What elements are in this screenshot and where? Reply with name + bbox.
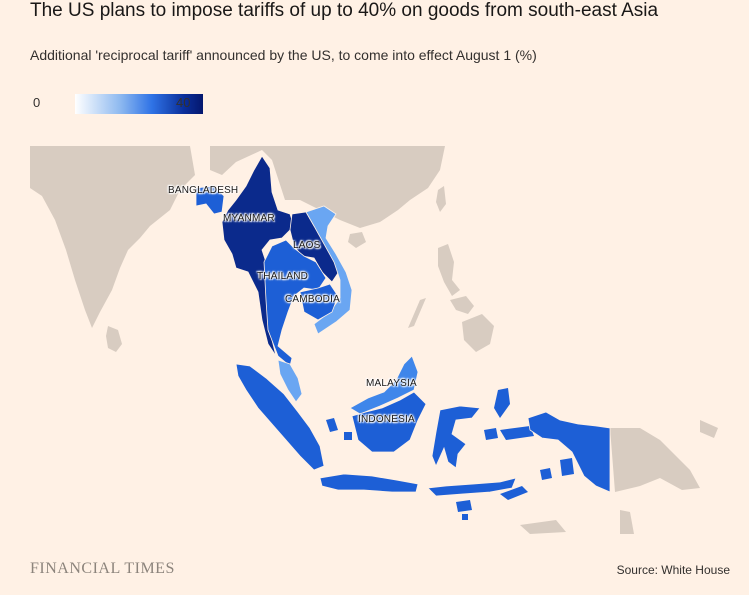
country-indonesia-sumba: [456, 500, 472, 512]
color-legend: 0 40: [30, 94, 203, 114]
chart-title: The US plans to impose tariffs of up to …: [30, 0, 659, 21]
country-indonesia-sunda: [427, 477, 517, 497]
country-indonesia-timor: [500, 486, 528, 500]
legend-max-label: 40: [176, 95, 191, 110]
land-cape-york: [620, 510, 634, 534]
source-note: Source: White House: [616, 563, 730, 577]
country-indonesia-sumatra: [235, 363, 325, 471]
country-indonesia-buru: [484, 428, 498, 440]
country-indonesia-seram: [500, 426, 534, 440]
legend-gradient-bar: [75, 94, 203, 114]
label-malaysia: MALAYSIA: [366, 378, 417, 389]
country-thailand: [263, 239, 327, 367]
label-laos: LAOS: [293, 240, 321, 251]
land-mindanao: [462, 314, 494, 352]
country-malaysia-borneo: [349, 355, 419, 415]
land-taiwan: [436, 186, 446, 212]
land-india: [30, 146, 195, 328]
land-luzon: [438, 244, 460, 296]
land-australia: [520, 520, 566, 534]
ft-logo: FINANCIAL TIMES: [30, 560, 175, 577]
land-visayas: [450, 296, 474, 314]
country-malaysia-peninsula: [277, 359, 303, 403]
country-indonesia-java: [319, 473, 419, 493]
chart-subtitle: Additional 'reciprocal tariff' announced…: [30, 47, 537, 63]
land-srilanka: [106, 326, 122, 352]
other-land: [30, 146, 718, 534]
country-indonesia-kalimantan: [351, 391, 427, 453]
legend-min-label: 0: [33, 95, 41, 110]
land-hainan: [348, 232, 366, 248]
land-png: [610, 428, 700, 492]
label-myanmar: MYANMAR: [223, 213, 275, 224]
country-vietnam: [305, 205, 353, 335]
label-indonesia: INDONESIA: [358, 414, 415, 425]
country-indonesia-belitung: [344, 432, 352, 440]
country-cambodia: [299, 283, 339, 321]
country-bangladesh: [195, 185, 225, 215]
country-indonesia-sulawesi: [431, 405, 481, 469]
country-indonesia-halmahera: [494, 388, 510, 418]
label-bangladesh: BANGLADESH: [168, 185, 239, 196]
country-indonesia-tanimbar: [540, 468, 552, 480]
country-indonesia-small: [462, 514, 468, 520]
label-cambodia: CAMBODIA: [285, 294, 340, 305]
land-china: [210, 146, 445, 228]
country-indonesia-bangka: [326, 418, 338, 432]
land-png-island: [700, 420, 718, 438]
country-indonesia-aru: [560, 458, 574, 476]
label-thailand: THAILAND: [257, 271, 309, 282]
land-palawan: [408, 298, 426, 328]
country-indonesia-papua: [527, 411, 611, 493]
